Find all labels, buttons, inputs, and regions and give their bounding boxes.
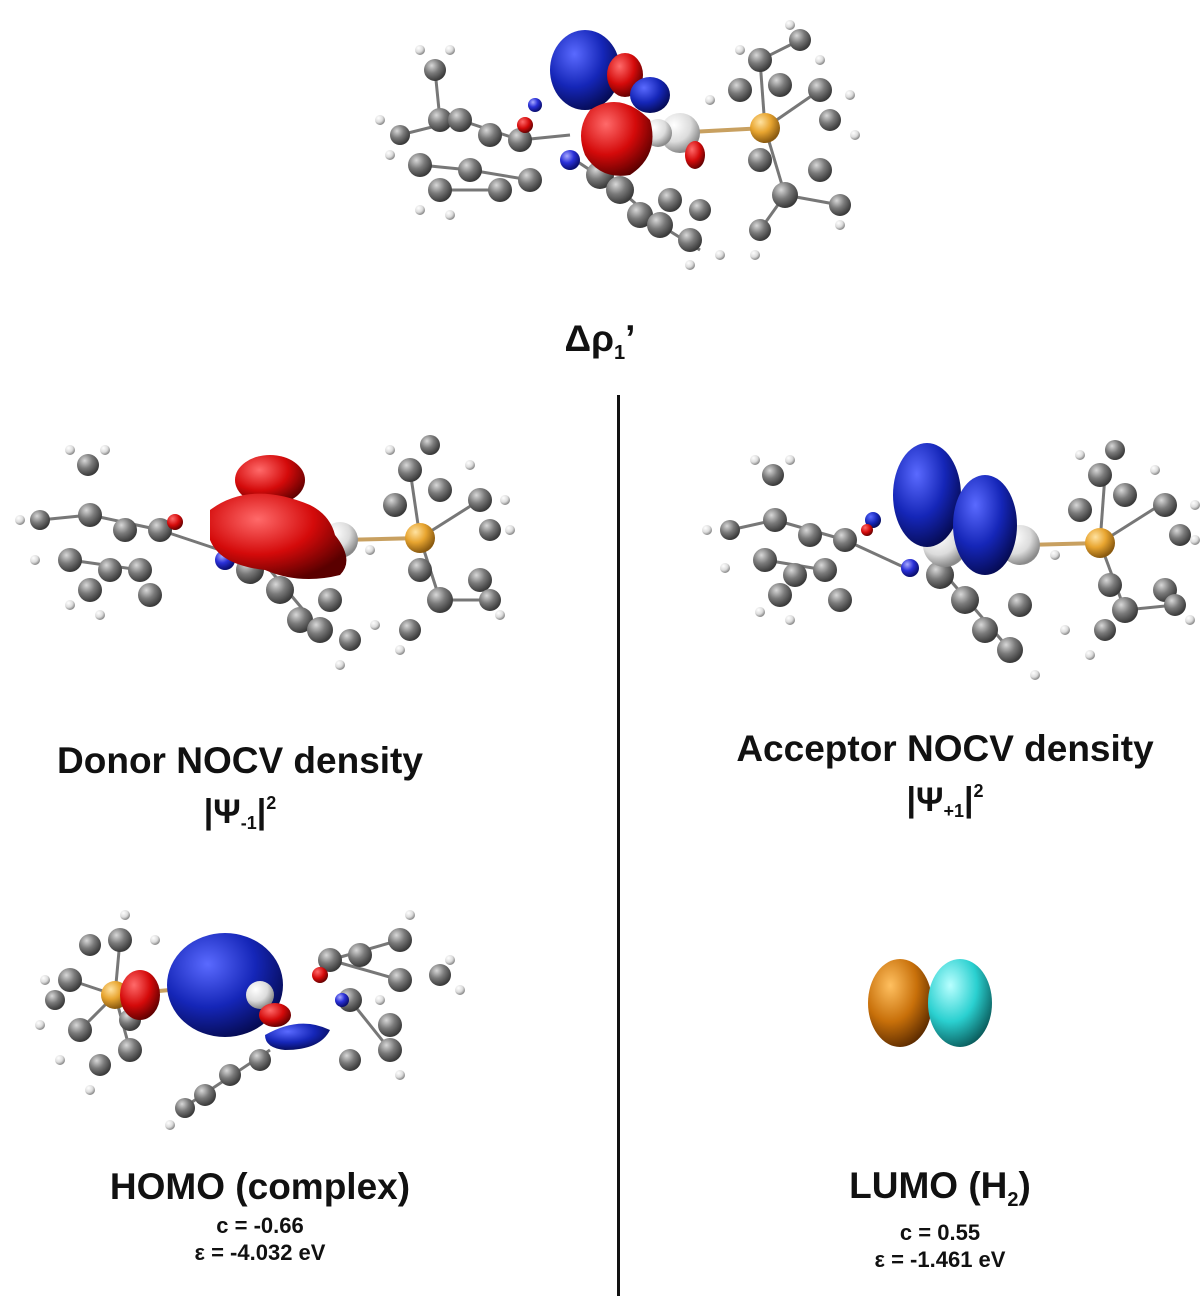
acceptor-psi-close: |	[964, 781, 974, 819]
delta-rho-symbol: Δρ	[564, 318, 615, 359]
donor-title-text: Donor NOCV density	[57, 740, 423, 781]
donor-psi-sub: -1	[240, 813, 257, 833]
center-divider	[617, 395, 620, 1296]
donor-psi-prefix: |Ψ	[203, 793, 241, 831]
homo-coefficient: c = -0.66	[120, 1213, 400, 1239]
donor-psi-label: |Ψ-1|2	[120, 784, 360, 842]
lumo-image	[860, 955, 1000, 1055]
lumo-coefficient: c = 0.55	[800, 1220, 1080, 1246]
homo-image	[30, 900, 470, 1130]
homo-coefficient-text: c = -0.66	[216, 1213, 304, 1238]
lumo-title-sub: 2	[1007, 1189, 1019, 1211]
homo-energy-text: ε = -4.032 eV	[194, 1240, 326, 1265]
delta-rho-prime: ’	[625, 318, 636, 359]
lumo-energy-text: ε = -1.461 eV	[874, 1247, 1006, 1272]
delta-rho-label: Δρ1’	[480, 318, 720, 374]
donor-psi-close: |	[256, 793, 267, 831]
acceptor-psi-label: |Ψ+1|2	[825, 772, 1065, 830]
delta-rho-subscript: 1	[614, 342, 626, 364]
acceptor-title-text: Acceptor NOCV density	[736, 728, 1154, 769]
lumo-energy: ε = -1.461 eV	[800, 1247, 1080, 1273]
acceptor-psi-sub: +1	[943, 801, 965, 821]
acceptor-nocv-image	[695, 420, 1203, 690]
acceptor-title: Acceptor NOCV density	[715, 728, 1175, 770]
acceptor-psi-sup: 2	[973, 781, 984, 801]
lumo-title-prefix: LUMO (H	[849, 1165, 1008, 1206]
lumo-title-suffix: )	[1018, 1165, 1031, 1206]
homo-title: HOMO (complex)	[60, 1166, 460, 1208]
donor-psi-sup: 2	[266, 793, 277, 813]
homo-title-text: HOMO (complex)	[109, 1166, 411, 1207]
lumo-title: LUMO (H2)	[800, 1165, 1080, 1221]
donor-nocv-image	[10, 420, 520, 680]
lumo-coefficient-text: c = 0.55	[899, 1220, 981, 1245]
delta-rho-image	[360, 10, 860, 280]
acceptor-psi-prefix: |Ψ	[906, 781, 944, 819]
donor-title: Donor NOCV density	[20, 740, 460, 782]
homo-energy: ε = -4.032 eV	[120, 1240, 400, 1266]
